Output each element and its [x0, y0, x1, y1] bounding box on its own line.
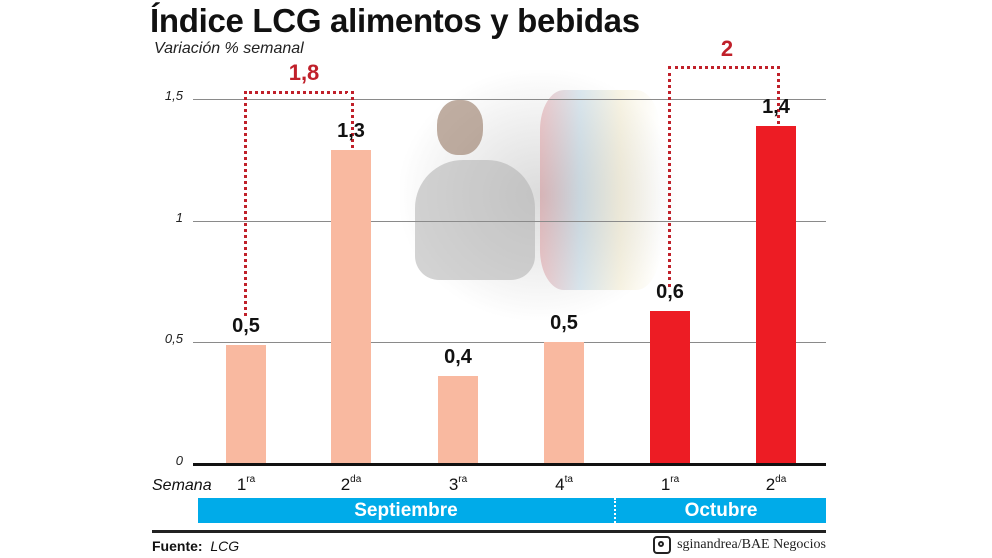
week-label-sep-3: 3ra	[428, 474, 488, 495]
week-label-oct-2: 2da	[746, 474, 806, 495]
week-label-sep-1: 1ra	[216, 474, 276, 495]
month-label-septiembre: Septiembre	[354, 500, 458, 521]
gridline-1-5	[193, 99, 826, 100]
week-suffix: ra	[670, 474, 680, 485]
week-suffix: ra	[246, 474, 256, 485]
photo-person-body	[415, 160, 535, 280]
month-divider	[614, 498, 616, 523]
y-tick-1: 1	[175, 210, 183, 225]
y-tick-0-5: 0,5	[164, 331, 183, 346]
week-number: 3	[448, 475, 459, 494]
week-label-sep-2: 2da	[321, 474, 381, 495]
bar-sep-3	[438, 376, 478, 464]
week-number: 1	[236, 475, 247, 494]
value-label-sep-1: 0,5	[232, 315, 260, 337]
week-suffix: ra	[458, 474, 468, 485]
source: Fuente: LCG	[152, 538, 239, 554]
x-axis-baseline	[193, 463, 826, 466]
bar-sep-4	[544, 342, 584, 464]
gridline-1	[193, 221, 826, 222]
credit-text: sginandrea/BAE Negocios	[677, 537, 826, 552]
value-label-sep-3: 0,4	[444, 346, 472, 368]
photo-person-head	[437, 100, 483, 155]
chart-title: Índice LCG alimentos y bebidas	[150, 2, 640, 39]
value-label-oct-2: 1,4	[762, 96, 790, 118]
y-tick-1-5: 1,5	[164, 88, 183, 103]
bracket-label-octubre: 2	[720, 36, 734, 61]
source-value: LCG	[210, 538, 240, 554]
gridline-0-5	[193, 342, 826, 343]
week-label-sep-4: 4ta	[534, 474, 594, 495]
bar-oct-2	[756, 126, 796, 464]
bar-sep-1	[226, 345, 266, 464]
value-label-sep-4: 0,5	[550, 312, 578, 334]
y-tick-0: 0	[175, 453, 183, 468]
credit: sginandrea/BAE Negocios	[653, 536, 826, 554]
week-number: 2	[765, 475, 776, 494]
instagram-icon	[653, 536, 672, 554]
value-label-sep-2: 1,3	[337, 120, 365, 142]
week-number: 1	[660, 475, 671, 494]
week-number: 4	[555, 475, 565, 494]
photo-shelf-shape	[540, 90, 660, 290]
bracket-gap-mask	[347, 93, 350, 115]
week-suffix: da	[775, 474, 787, 485]
week-label-oct-1: 1ra	[640, 474, 700, 495]
bar-oct-1	[650, 311, 690, 464]
x-axis-label: Semana	[152, 477, 212, 494]
source-label: Fuente:	[152, 538, 203, 554]
week-suffix: da	[350, 474, 362, 485]
chart-subtitle: Variación % semanal	[154, 40, 304, 57]
bracket-label-septiembre: 1,8	[288, 60, 320, 85]
bar-sep-2	[331, 150, 371, 464]
footer-rule	[152, 530, 826, 533]
week-suffix: ta	[564, 474, 573, 485]
value-label-oct-1: 0,6	[656, 281, 684, 303]
month-label-octubre: Octubre	[684, 500, 758, 521]
week-number: 2	[340, 475, 351, 494]
month-band	[198, 498, 826, 523]
